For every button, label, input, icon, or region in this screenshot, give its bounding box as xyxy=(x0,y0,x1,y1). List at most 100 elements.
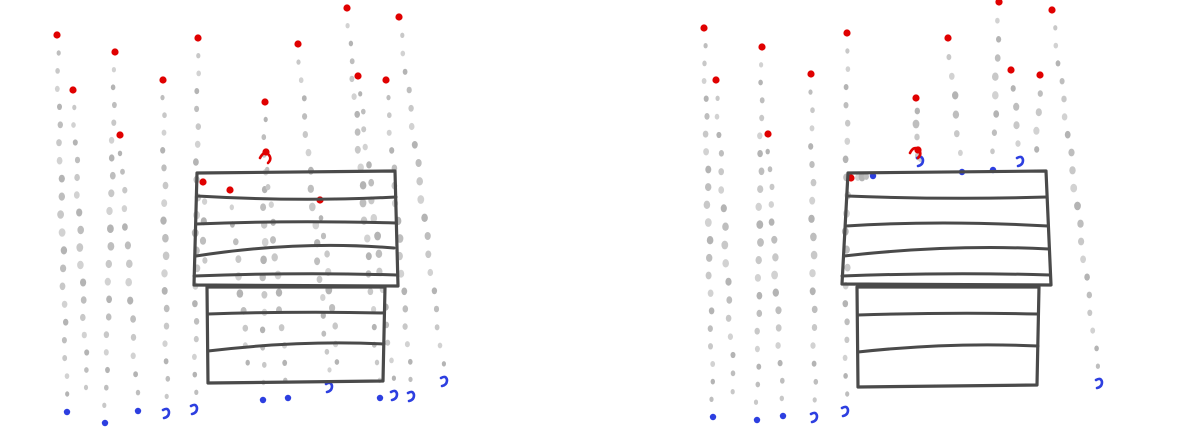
trail-dot xyxy=(427,268,434,277)
end-particle-hook xyxy=(389,389,399,402)
trail-dot xyxy=(812,397,817,403)
trail-dot xyxy=(58,228,66,237)
trail-dot xyxy=(811,305,818,314)
trail-dot xyxy=(278,324,285,332)
trail-dot xyxy=(236,289,244,298)
trail-dot xyxy=(192,353,197,360)
trail-dot xyxy=(117,150,123,157)
trail-dot xyxy=(386,129,392,136)
left-bench-slat xyxy=(194,243,396,258)
right-trail xyxy=(912,94,920,141)
trail-dot xyxy=(130,315,137,323)
trail-dot xyxy=(329,304,336,312)
trail-dot xyxy=(1035,108,1042,117)
trail-dot xyxy=(758,79,763,86)
trail-dot xyxy=(759,114,765,122)
trail-dot xyxy=(298,77,304,84)
trail-dot xyxy=(715,95,720,102)
left-particle-trails xyxy=(53,4,449,427)
start-particle-hook xyxy=(258,151,272,165)
trail-dot xyxy=(730,389,735,395)
end-particle-dot xyxy=(376,394,384,402)
end-particle-dot xyxy=(869,172,877,180)
trail-dot xyxy=(125,278,132,287)
trail-dot xyxy=(103,331,110,339)
trail-dot xyxy=(271,253,278,262)
trail-dot xyxy=(718,186,725,194)
trail-dot xyxy=(57,121,63,129)
trail-dot xyxy=(779,395,784,402)
trail-dot xyxy=(60,246,68,255)
start-particle-dot xyxy=(764,130,772,138)
end-particle-dot xyxy=(753,416,761,424)
left-bench-top-outline xyxy=(192,169,400,288)
trail-dot xyxy=(161,269,168,278)
trail-dot xyxy=(703,95,709,102)
trail-dot xyxy=(845,66,851,72)
end-particle-dot xyxy=(134,407,142,415)
trail-dot xyxy=(362,143,368,151)
trail-dot xyxy=(324,348,330,355)
trail-dot xyxy=(371,306,377,313)
start-particle-dot xyxy=(382,76,390,84)
trail-dot xyxy=(163,322,170,330)
trail-dot xyxy=(757,132,763,140)
trail-dot xyxy=(229,204,234,211)
trail-dot xyxy=(260,255,267,265)
trail-dot xyxy=(194,140,201,148)
end-particle-hook xyxy=(1094,377,1104,390)
trail-dot xyxy=(725,277,732,286)
trail-dot xyxy=(759,62,764,68)
trail-dot xyxy=(121,205,128,213)
end-particle-hook xyxy=(1015,155,1025,168)
trail-dot xyxy=(261,237,269,247)
trail-dot xyxy=(1086,291,1093,299)
trail-dot xyxy=(722,222,729,231)
right-trail xyxy=(700,24,717,421)
trail-dot xyxy=(309,202,316,212)
trail-dot xyxy=(77,225,84,235)
start-particle-dot xyxy=(1048,6,1056,14)
trail-dot xyxy=(756,220,764,229)
trail-dot xyxy=(359,198,367,208)
trail-dot xyxy=(954,130,960,138)
trail-dot xyxy=(1055,60,1061,67)
trail-dot xyxy=(421,213,428,222)
trail-dot xyxy=(386,94,391,101)
trail-dot xyxy=(71,122,76,128)
trail-dot xyxy=(307,184,314,193)
trail-dot xyxy=(193,158,199,166)
trail-dot xyxy=(754,345,760,353)
right-bench-slat xyxy=(840,272,1052,278)
trail-dot xyxy=(398,269,405,278)
trail-dot xyxy=(425,250,432,259)
trail-dot xyxy=(1015,140,1021,147)
start-particle-dot xyxy=(712,76,720,84)
trail-dot xyxy=(245,359,250,366)
trail-dot xyxy=(1013,102,1020,111)
trail-dot xyxy=(74,156,81,164)
trail-dot xyxy=(844,336,850,343)
trail-dot xyxy=(57,210,64,219)
trail-dot xyxy=(107,224,114,233)
trail-dot xyxy=(721,240,729,250)
end-particle-hook xyxy=(161,407,171,420)
trail-dot xyxy=(122,186,128,194)
trail-dot xyxy=(408,104,414,112)
left-bench-slat xyxy=(192,272,399,278)
trail-dot xyxy=(316,275,323,284)
trail-dot xyxy=(109,171,116,180)
trail-dot xyxy=(777,359,783,367)
start-particle-dot xyxy=(116,131,124,139)
trail-dot xyxy=(320,232,327,240)
trail-dot xyxy=(992,91,999,100)
trail-dot xyxy=(1094,345,1099,352)
trail-dot xyxy=(389,147,395,154)
trail-dot xyxy=(334,359,340,365)
trail-dot xyxy=(263,116,268,123)
trail-dot xyxy=(105,259,113,269)
trail-dot xyxy=(1064,130,1071,139)
trail-dot xyxy=(61,337,67,344)
trail-dot xyxy=(160,147,166,154)
trail-dot xyxy=(345,23,350,29)
